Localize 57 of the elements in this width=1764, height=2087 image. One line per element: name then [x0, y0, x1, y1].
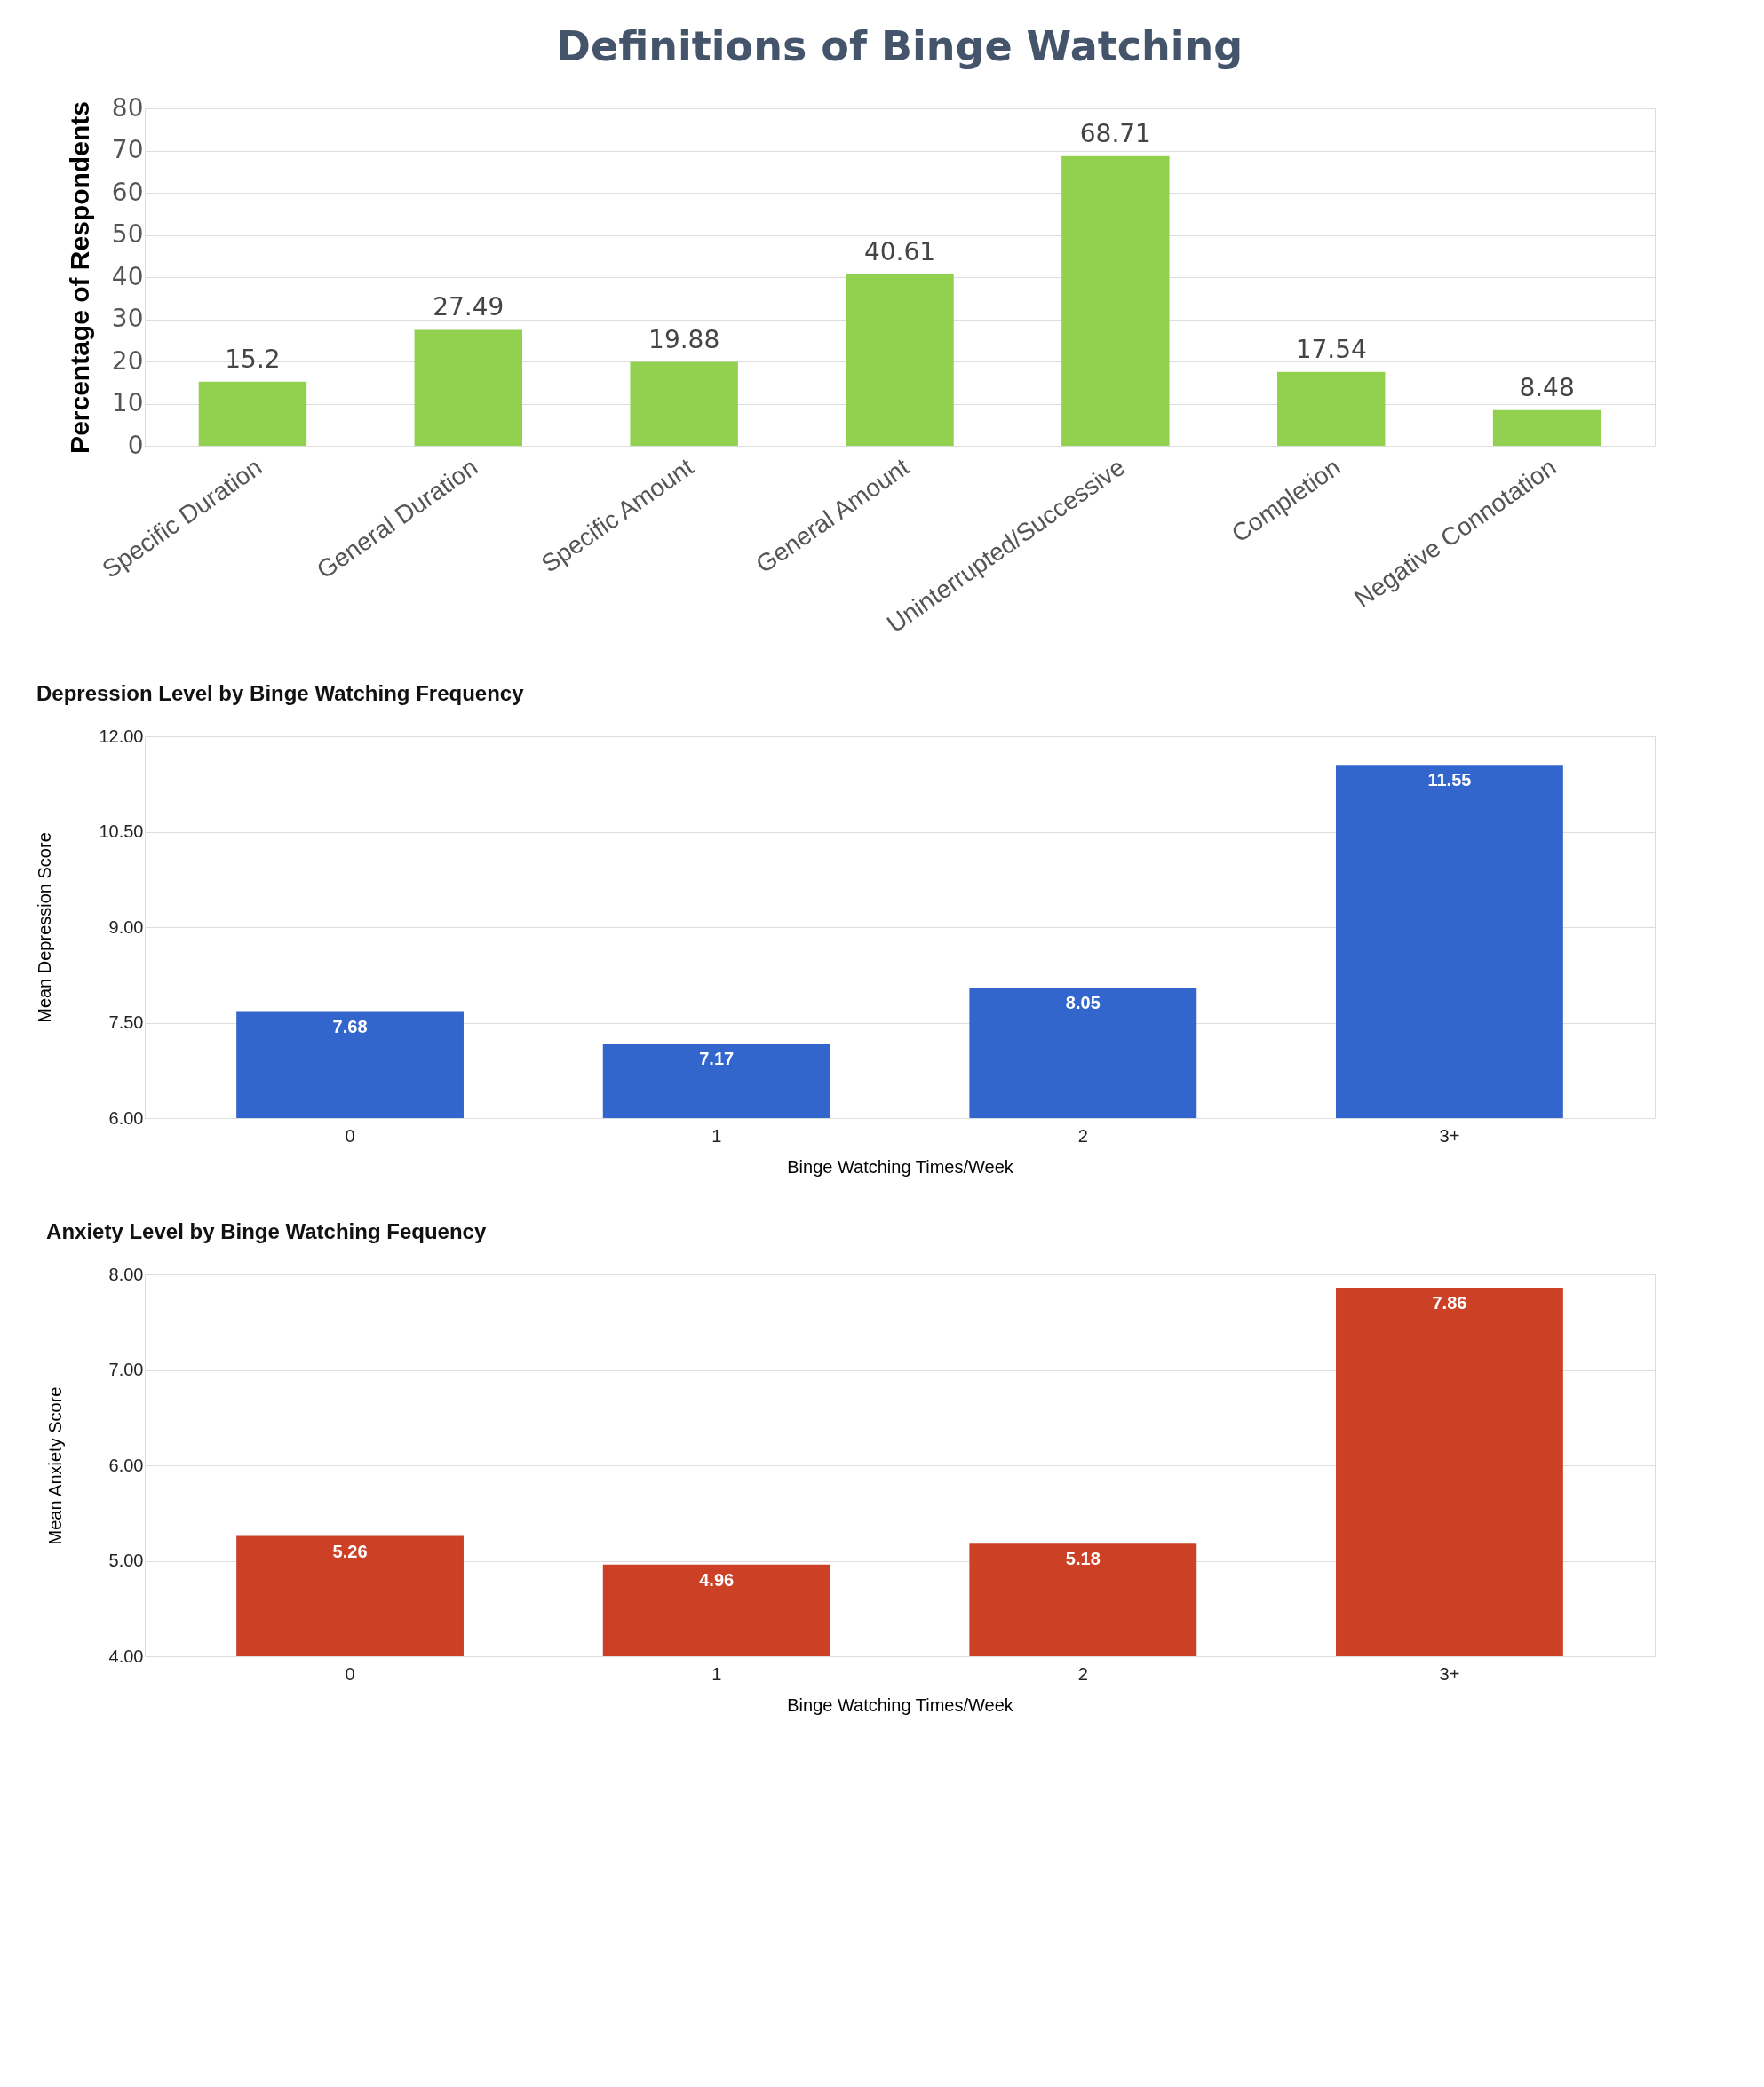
data-label: 5.26	[332, 1541, 368, 1561]
x-tick-label: 0	[345, 1663, 355, 1684]
x-tick-label: 2	[1077, 1125, 1088, 1146]
y-tick-label: 10.50	[99, 821, 144, 841]
chart-title: Definitions of Binge Watching	[556, 22, 1244, 70]
y-tick-label: 50	[111, 219, 144, 249]
data-label: 7.68	[332, 1016, 368, 1036]
y-tick-label: 6.00	[108, 1455, 144, 1475]
x-tick-label: 0	[345, 1125, 355, 1146]
data-label: 68.71	[1079, 118, 1151, 148]
data-label: 17.54	[1295, 334, 1367, 364]
y-tick-label: 12.00	[99, 726, 144, 746]
bar	[846, 274, 954, 446]
data-label: 4.96	[699, 1569, 735, 1590]
data-label: 40.61	[863, 237, 936, 267]
y-axis-title: Percentage of Respondents	[64, 101, 94, 454]
x-tick-label: 3+	[1439, 1125, 1460, 1146]
x-tick-label: 1	[711, 1663, 722, 1684]
bar	[1277, 371, 1386, 446]
y-tick-label: 60	[111, 177, 144, 207]
y-tick-label: 7.00	[108, 1360, 144, 1379]
data-label: 27.49	[433, 292, 505, 322]
y-tick-label: 30	[111, 304, 144, 333]
y-tick-label: 9.00	[108, 917, 144, 937]
y-tick-label: 4.00	[108, 1646, 144, 1666]
bar	[1492, 409, 1601, 446]
bar	[414, 329, 522, 446]
y-tick-label: 7.50	[108, 1012, 144, 1032]
x-tick-label: 2	[1077, 1663, 1088, 1684]
bar	[198, 381, 307, 446]
y-tick-label: 40	[111, 261, 144, 291]
y-tick-label: 5.00	[108, 1551, 144, 1570]
data-label: 5.18	[1065, 1549, 1101, 1569]
x-axis-title: Binge Watching Times/Week	[787, 1694, 1014, 1715]
data-label: 15.2	[225, 344, 281, 374]
data-label: 11.55	[1427, 770, 1472, 790]
data-label: 8.48	[1519, 372, 1575, 402]
y-tick-label: 0	[127, 430, 144, 460]
y-tick-label: 10	[111, 388, 144, 417]
data-label: 19.88	[648, 324, 720, 354]
data-label: 8.05	[1065, 993, 1101, 1013]
y-axis-title: Mean Depression Score	[35, 832, 55, 1023]
y-tick-label: 20	[111, 345, 144, 376]
x-tick-label: 1	[711, 1125, 722, 1146]
y-tick-label: 8.00	[108, 1264, 144, 1284]
x-tick-label: 3+	[1439, 1663, 1460, 1684]
bar	[1061, 155, 1170, 446]
x-axis-title: Binge Watching Times/Week	[787, 1156, 1014, 1177]
data-label: 7.86	[1432, 1293, 1467, 1313]
y-axis-title: Mean Anxiety Score	[44, 1386, 65, 1545]
data-label: 7.17	[699, 1049, 735, 1069]
chart-title: Depression Level by Binge Watching Frequency	[36, 681, 525, 705]
y-tick-label: 70	[111, 135, 144, 164]
y-tick-label: 6.00	[108, 1107, 144, 1128]
y-tick-label: 80	[111, 92, 144, 123]
chart-title: Anxiety Level by Binge Watching Fequency	[46, 1219, 487, 1243]
bar	[630, 361, 738, 446]
